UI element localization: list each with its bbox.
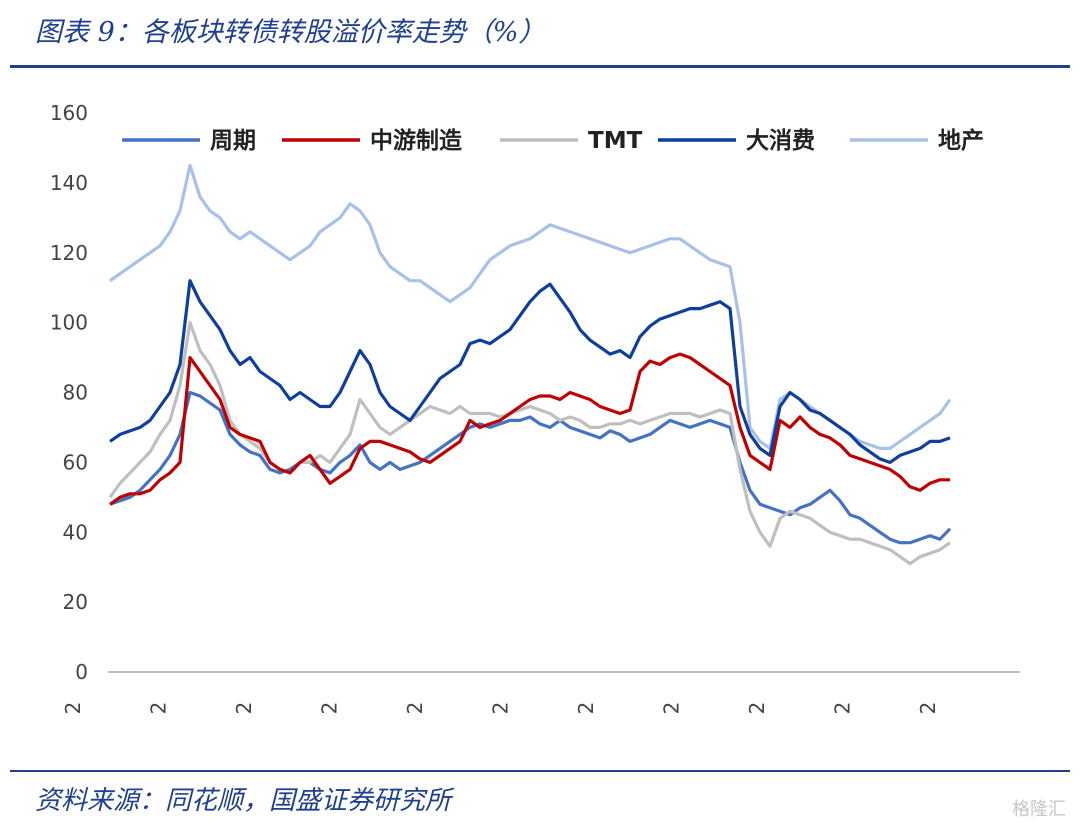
legend-label: TMT: [588, 128, 643, 154]
x-tick-label: 2: [745, 702, 769, 715]
series-line: [108, 321, 951, 566]
y-tick-label: 160: [50, 101, 88, 125]
title-rule: [10, 65, 1070, 68]
x-tick-label: 2: [660, 702, 684, 715]
x-tick-label: 2: [916, 702, 940, 715]
x-tick-label: 2: [403, 702, 427, 715]
x-tick-label: 2: [61, 702, 85, 715]
y-tick-label: 140: [50, 171, 88, 195]
y-tick-label: 40: [63, 520, 88, 544]
legend-label: 大消费: [746, 128, 815, 154]
series-line: [109, 352, 950, 506]
series-lines: [108, 163, 952, 566]
series-line: [109, 279, 951, 464]
y-tick-label: 20: [63, 590, 88, 614]
x-tick-label: 2: [489, 702, 513, 715]
y-tick-label: 100: [50, 311, 88, 335]
y-tick-label: 0: [75, 660, 88, 684]
y-tick-label: 120: [50, 241, 88, 265]
x-tick-label: 2: [574, 702, 598, 715]
x-tick-label: 2: [232, 702, 256, 715]
y-tick-label: 80: [63, 381, 88, 405]
source-rule: [10, 770, 1070, 772]
figure-title: 图表 9：各板块转债转股溢价率走势（%）: [35, 17, 546, 48]
y-axis: 0 20 40 60 80 100 120 140 160: [50, 101, 88, 684]
legend: 周期 中游制造 TMT 大消费 地产: [122, 127, 984, 154]
x-tick-label: 2: [147, 702, 171, 715]
legend-label: 地产: [938, 127, 984, 154]
source-note: 资料来源：同花顺，国盛证券研究所: [35, 786, 452, 816]
legend-label: 中游制造: [370, 127, 463, 154]
x-tick-label: 2: [831, 702, 855, 715]
watermark: 格隆汇: [1012, 799, 1066, 820]
line-chart: 0 20 40 60 80 100 120 140 160 2 2 2 2 2 2 2 2 2 2 2 周期 中游制造…: [50, 101, 1020, 715]
x-tick-label: 2: [318, 702, 342, 715]
series-line: [109, 390, 952, 545]
x-axis-ticks: 2 2 2 2 2 2 2 2 2 2 2: [61, 702, 940, 715]
series-line: [109, 163, 952, 450]
legend-label: 周期: [210, 128, 256, 154]
y-tick-label: 60: [63, 450, 88, 474]
